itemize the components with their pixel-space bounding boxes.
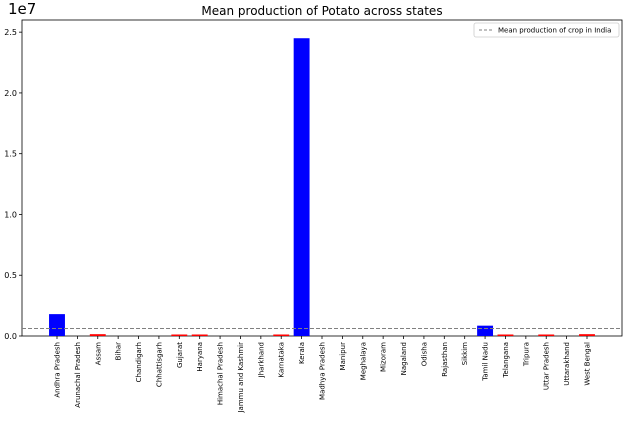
y-tick-label: 1.0 bbox=[4, 210, 17, 219]
y-tick-label: 2.0 bbox=[4, 89, 17, 98]
bar-west-bengal bbox=[579, 334, 595, 336]
bar-uttar-pradesh bbox=[538, 334, 555, 336]
bar-karnataka bbox=[273, 334, 290, 336]
x-tick-label: Tripura bbox=[522, 342, 530, 367]
x-tick-label: Jharkhand bbox=[257, 342, 265, 378]
x-tick-label: Karnataka bbox=[278, 342, 286, 378]
x-tick-label: Uttar Pradesh bbox=[543, 342, 551, 390]
x-tick-label: Jammu and Kashmir bbox=[237, 342, 245, 414]
y-tick-label: 0.5 bbox=[4, 271, 17, 280]
bar-telangana bbox=[497, 334, 514, 336]
y-tick-label: 1.5 bbox=[4, 150, 17, 159]
plot-area bbox=[21, 19, 623, 337]
x-tick-label: Manipur bbox=[339, 342, 347, 371]
x-tick-label: Kerala bbox=[298, 342, 306, 364]
x-tick-label: Meghalaya bbox=[359, 342, 367, 380]
bar-andhra-pradesh bbox=[49, 314, 65, 336]
legend-box bbox=[473, 22, 620, 38]
y-axis: 0.0 0.5 1.0 1.5 2.0 2.5 bbox=[4, 28, 22, 341]
y-tick-label: 0.0 bbox=[4, 332, 17, 341]
x-tick-label: Uttarakhand bbox=[563, 342, 571, 386]
bar-haryana bbox=[191, 334, 208, 336]
x-tick-label: Telangana bbox=[502, 342, 510, 379]
x-tick-label: Assam bbox=[94, 342, 102, 365]
chart-title: Mean production of Potato across states bbox=[201, 4, 442, 18]
bar-gujarat bbox=[171, 334, 188, 336]
x-tick-label: Mizoram bbox=[380, 342, 388, 372]
x-tick-label: Chandigarh bbox=[135, 342, 143, 382]
x-tick-label: Gujarat bbox=[176, 342, 184, 368]
x-tick-label: Andhra Pradesh bbox=[54, 342, 62, 398]
bar-tamil-nadu bbox=[477, 325, 494, 336]
bar-kerala bbox=[293, 38, 310, 336]
x-tick-label: Bihar bbox=[115, 342, 123, 360]
x-tick-label: Arunachal Pradesh bbox=[74, 342, 82, 408]
y-tick-label: 2.5 bbox=[4, 28, 17, 37]
x-tick-label: Sikkim bbox=[461, 342, 469, 365]
x-tick-label: Madhya Pradesh bbox=[319, 342, 327, 400]
x-tick-label: Chhattisgarh bbox=[155, 342, 163, 387]
x-tick-label: West Bengal bbox=[584, 342, 592, 386]
x-tick-label: Himachal Pradesh bbox=[217, 342, 225, 405]
legend-label: Mean production of crop in India bbox=[498, 27, 611, 35]
legend: Mean production of crop in India bbox=[473, 22, 620, 38]
bar-assam bbox=[89, 334, 106, 336]
x-axis: Andhra Pradesh Arunachal Pradesh Assam Biha… bbox=[54, 336, 592, 414]
bars-group bbox=[49, 38, 595, 336]
x-tick-label: Rajasthan bbox=[441, 342, 449, 377]
x-tick-label: Odisha bbox=[420, 342, 428, 366]
y-offset-text: 1e7 bbox=[8, 0, 36, 18]
x-tick-label: Tamil Nadu bbox=[482, 342, 490, 382]
x-tick-label: Haryana bbox=[196, 342, 204, 372]
x-tick-label: Nagaland bbox=[400, 342, 408, 375]
